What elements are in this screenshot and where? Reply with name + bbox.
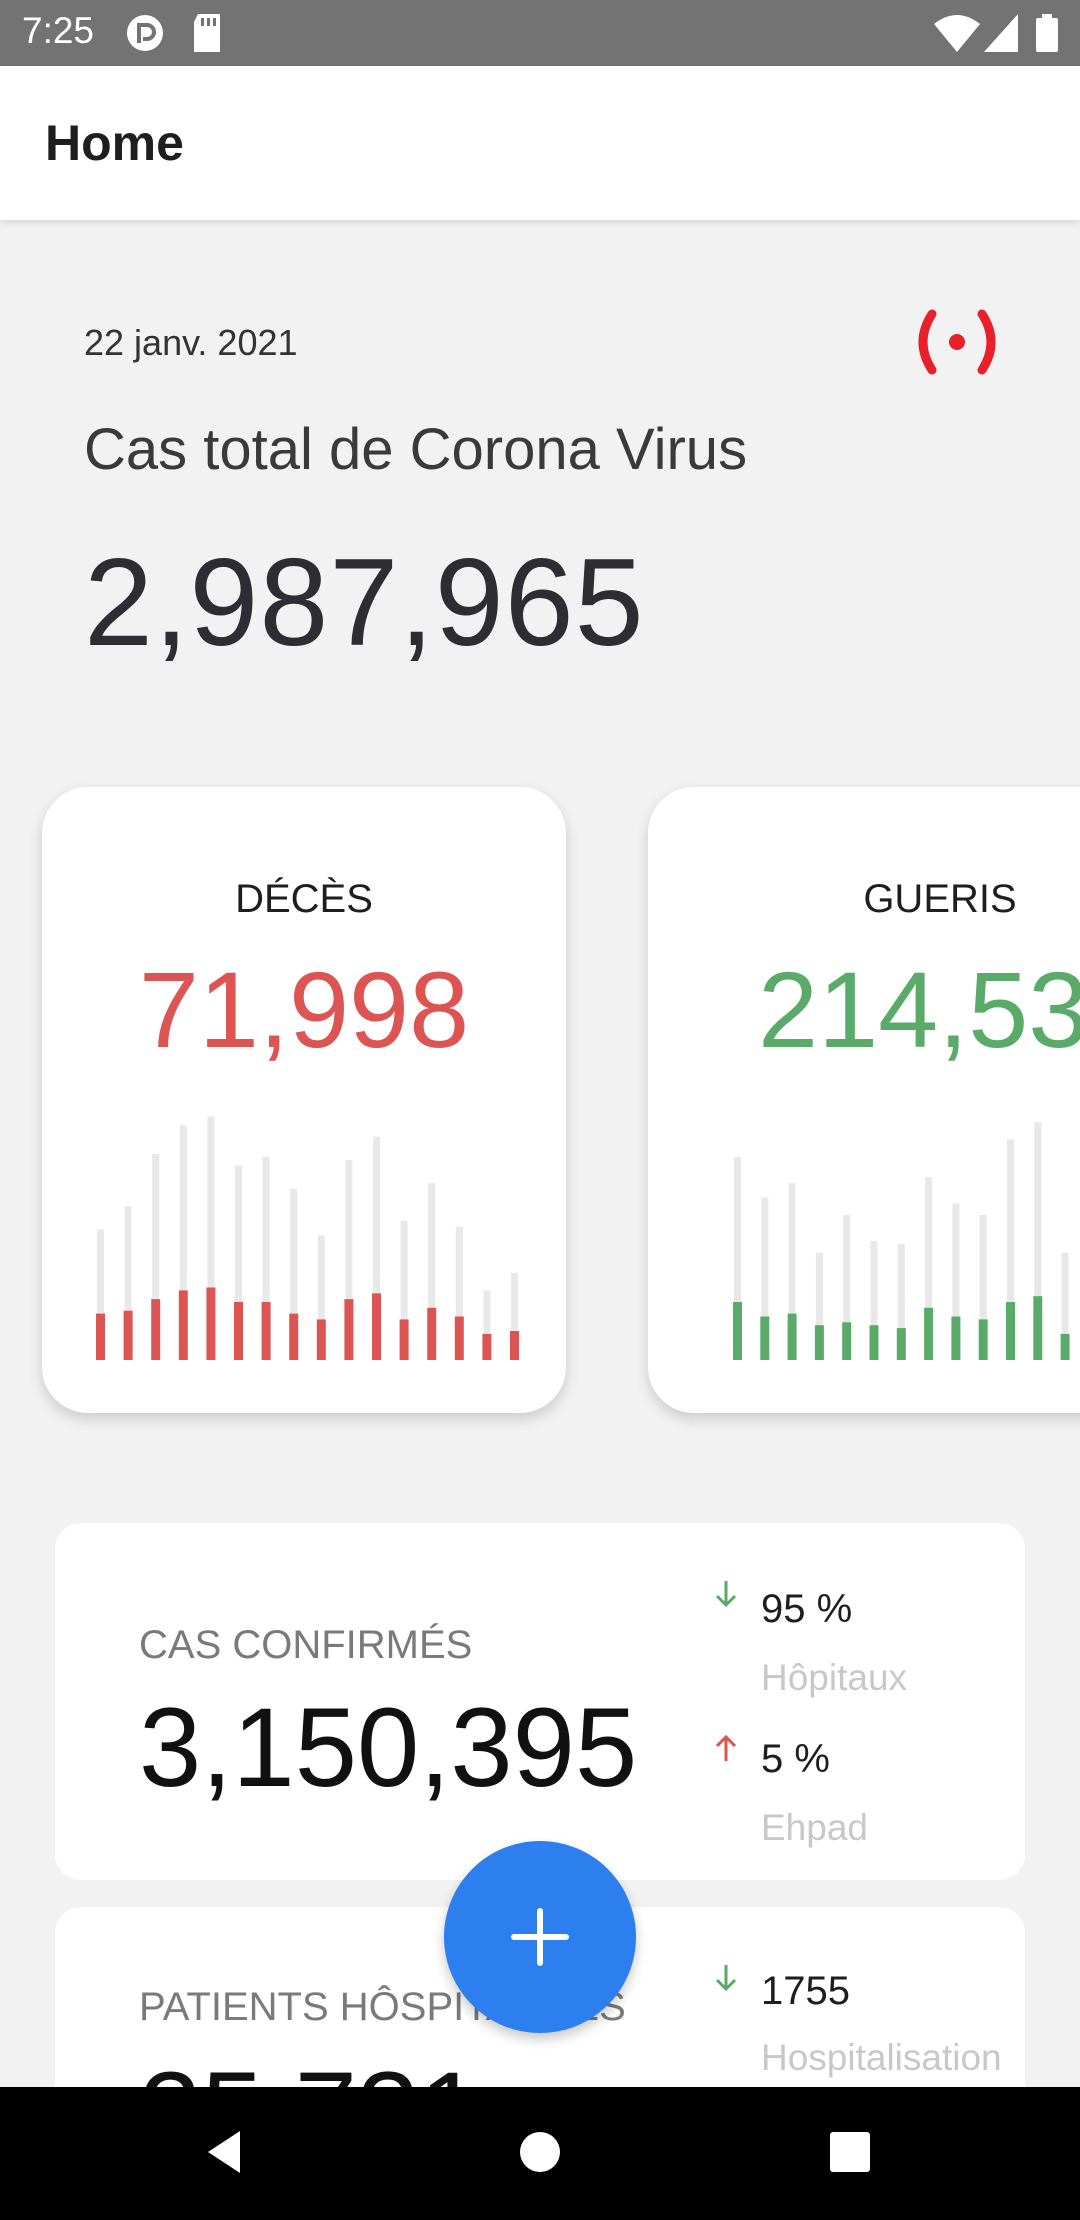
bar-value (760, 1316, 770, 1360)
hero-date: 22 janv. 2021 (84, 322, 298, 363)
total-cases-label: Cas total de Corona Virus (84, 417, 748, 482)
bar-value (1033, 1296, 1043, 1360)
bar-total (207, 1116, 215, 1360)
bar-value (924, 1307, 934, 1360)
bar-value (316, 1319, 326, 1360)
deaths-bar-chart (96, 1116, 519, 1360)
live-broadcast-icon[interactable] (912, 306, 1002, 378)
deaths-card[interactable]: DÉCÈS 71,998 (42, 787, 566, 1413)
bar-value (123, 1310, 133, 1360)
bar-total (1007, 1139, 1014, 1360)
bar-total (734, 1157, 741, 1360)
status-time: 7:25 (22, 10, 95, 51)
bar-value (733, 1302, 742, 1360)
app-bar: Home (0, 66, 1080, 220)
ehpad-percent: 5 % (761, 1737, 830, 1781)
bar-total (428, 1183, 436, 1360)
bar-value (842, 1322, 852, 1360)
bar-total (483, 1290, 491, 1360)
bar-total (870, 1241, 878, 1360)
bar-total (897, 1244, 905, 1360)
bar-value (510, 1331, 519, 1360)
pocket-casts-icon (126, 14, 164, 57)
bar-total (124, 1206, 132, 1360)
back-icon[interactable] (190, 2117, 260, 2187)
hospitalisation-count: 1755 (761, 1969, 850, 2013)
bar-value (289, 1313, 299, 1360)
bar-value (399, 1319, 409, 1360)
bar-total (179, 1125, 187, 1360)
bar-total (152, 1154, 160, 1360)
bar-value (261, 1302, 271, 1360)
wifi-icon (934, 14, 980, 57)
recents-icon[interactable] (815, 2117, 885, 2187)
hospitalisation-label: Hospitalisation (761, 2037, 1002, 2078)
bar-total (345, 1159, 353, 1360)
bar-value (896, 1328, 906, 1360)
recovered-card[interactable]: GUERIS 214,53 (648, 787, 1080, 1413)
bar-total (373, 1136, 380, 1360)
sd-card-icon (192, 14, 222, 57)
bar-total (455, 1226, 463, 1360)
confirmed-label: CAS CONFIRMÉS (139, 1623, 473, 1667)
bar-total (235, 1165, 242, 1360)
trend-down-icon (713, 1963, 739, 2002)
hospital-label: Hôpitaux (761, 1657, 908, 1698)
bar-value (454, 1316, 464, 1360)
deaths-title: DÉCÈS (235, 877, 373, 921)
bar-value (1060, 1333, 1070, 1360)
bar-value (151, 1299, 161, 1360)
bar-value (951, 1316, 961, 1360)
signal-icon (984, 14, 1018, 57)
bar-value (482, 1333, 492, 1360)
plus-icon (511, 1908, 569, 1966)
confirmed-cases-card[interactable]: CAS CONFIRMÉS 3,150,395 95 % Hôpitaux 5 … (55, 1523, 1025, 1880)
bar-total (925, 1177, 933, 1360)
bar-total (788, 1183, 796, 1360)
bar-total (400, 1220, 408, 1360)
trend-down-icon (713, 1579, 739, 1618)
bar-total (97, 1229, 104, 1360)
bar-value (96, 1313, 105, 1360)
add-fab-button[interactable] (444, 1841, 636, 2033)
page-title: Home (45, 115, 184, 171)
bar-total (511, 1273, 518, 1360)
bar-total (290, 1188, 298, 1360)
bar-total (843, 1215, 851, 1360)
bar-total (317, 1235, 325, 1360)
hospital-percent: 95 % (761, 1587, 853, 1631)
status-bar: 7:25 (0, 0, 1080, 66)
bar-value (427, 1307, 437, 1360)
bar-value (787, 1313, 797, 1360)
bar-total (815, 1252, 823, 1360)
bar-value (206, 1287, 216, 1360)
confirmed-value: 3,150,395 (139, 1685, 638, 1810)
bar-value (814, 1325, 824, 1360)
bar-value (372, 1293, 381, 1360)
bar-value (178, 1290, 188, 1360)
recovered-value: 214,53 (758, 949, 1080, 1070)
bar-total (1061, 1252, 1069, 1360)
bar-total (761, 1197, 769, 1360)
bar-total (979, 1215, 987, 1360)
bar-value (1006, 1302, 1015, 1360)
bar-value (234, 1302, 243, 1360)
battery-icon (1036, 14, 1058, 57)
bar-value (869, 1325, 879, 1360)
recovered-bar-chart (733, 1122, 1070, 1360)
ehpad-label: Ehpad (761, 1807, 868, 1848)
system-nav-bar (0, 2087, 1080, 2220)
bar-value (978, 1319, 988, 1360)
trend-up-icon (713, 1733, 739, 1772)
bar-total (952, 1203, 960, 1360)
total-cases-value: 2,987,965 (84, 534, 645, 672)
bar-value (344, 1299, 354, 1360)
bar-total (262, 1157, 270, 1360)
deaths-value: 71,998 (138, 949, 470, 1070)
bar-total (1034, 1122, 1042, 1360)
home-icon[interactable] (505, 2117, 575, 2187)
recovered-title: GUERIS (863, 877, 1017, 921)
